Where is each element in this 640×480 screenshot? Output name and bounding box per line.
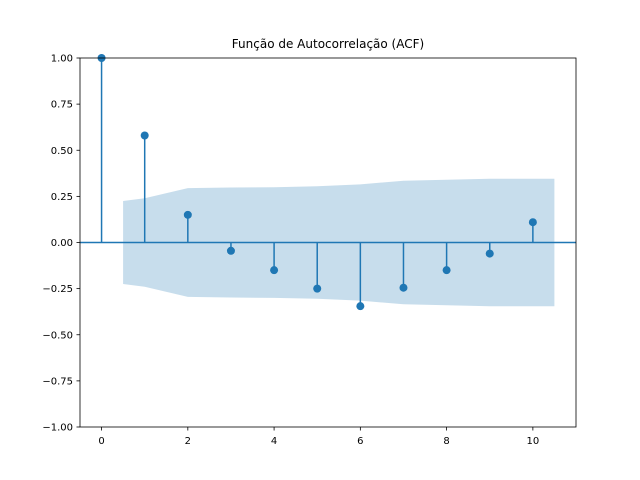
x-tick-label: 6 [357,436,363,447]
stem-marker-lag-10 [528,218,537,227]
x-tick-label: 0 [98,436,104,447]
x-tick-label: 8 [443,436,449,447]
stem-marker-lag-9 [485,249,494,258]
stem-marker-lag-1 [140,131,149,140]
stem-marker-lag-8 [442,266,451,275]
y-tick-label: 0.50 [51,146,73,157]
y-ticks: −1.00 −0.75 −0.50 −0.25 0.00 0.25 0.50 0.75 1.00 [42,54,80,434]
x-tick-label: 10 [527,436,540,447]
y-tick-label: −0.75 [42,376,73,387]
stem-marker-lag-3 [226,246,235,255]
x-tick-label: 4 [271,436,277,447]
y-tick-label: 0.25 [51,192,73,203]
y-tick-label: 1.00 [51,54,73,65]
stem-marker-lag-6 [356,302,365,311]
y-tick-label: −0.50 [42,330,73,341]
y-tick-label: 0.75 [51,100,73,111]
y-tick-label: −1.00 [42,423,73,434]
chart-title: Função de Autocorrelação (ACF) [232,37,424,51]
stem-marker-lag-5 [313,284,322,293]
stem-marker-lag-2 [183,210,192,219]
y-tick-label: 0.00 [51,238,73,249]
stem-marker-lag-4 [270,266,279,275]
stem-layer [97,54,537,311]
y-tick-label: −0.25 [42,284,73,295]
x-tick-label: 2 [185,436,191,447]
stem-marker-lag-7 [399,283,408,292]
x-ticks: 0 2 4 6 8 10 [98,427,539,447]
